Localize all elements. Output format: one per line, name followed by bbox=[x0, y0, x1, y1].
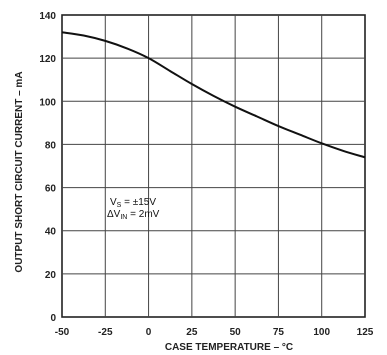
x-tick-label-2: 0 bbox=[146, 327, 152, 338]
y-tick-label-2: 40 bbox=[45, 227, 57, 238]
y-axis-label: OUTPUT SHORT CIRCUIT CURRENT – mA bbox=[14, 71, 25, 272]
y-tick-label-6: 120 bbox=[39, 54, 56, 65]
annotation-line-dvin: ΔVIN = 2mV bbox=[107, 209, 160, 221]
series-group bbox=[61, 31, 366, 159]
x-tick-labels: -50 -25 0 25 50 75 100 125 bbox=[55, 327, 374, 338]
y-tick-labels: 0 20 40 60 80 100 120 140 bbox=[39, 11, 56, 324]
plot-border bbox=[61, 14, 366, 318]
x-tick-label-1: -25 bbox=[98, 327, 113, 338]
x-tick-label-4: 50 bbox=[230, 327, 242, 338]
x-axis-label: CASE TEMPERATURE – °C bbox=[165, 342, 293, 353]
x-tick-label-3: 25 bbox=[186, 327, 198, 338]
grid bbox=[62, 15, 365, 317]
x-tick-label-5: 75 bbox=[273, 327, 285, 338]
x-tick-label-7: 125 bbox=[357, 327, 374, 338]
y-tick-label-4: 80 bbox=[45, 140, 57, 151]
y-tick-label-3: 60 bbox=[45, 184, 57, 195]
y-tick-label-5: 100 bbox=[39, 97, 56, 108]
y-tick-label-0: 0 bbox=[50, 313, 56, 324]
conditions-annotation: VS = ±15V ΔVIN = 2mV bbox=[107, 197, 160, 221]
plot-frame bbox=[61, 14, 366, 318]
annotation-line-vs: VS = ±15V bbox=[110, 197, 156, 209]
y-tick-label-1: 20 bbox=[45, 270, 57, 281]
series-line-0 bbox=[61, 31, 366, 159]
x-tick-label-0: -50 bbox=[55, 327, 70, 338]
x-tick-label-6: 100 bbox=[313, 327, 330, 338]
y-tick-label-7: 140 bbox=[39, 11, 56, 22]
